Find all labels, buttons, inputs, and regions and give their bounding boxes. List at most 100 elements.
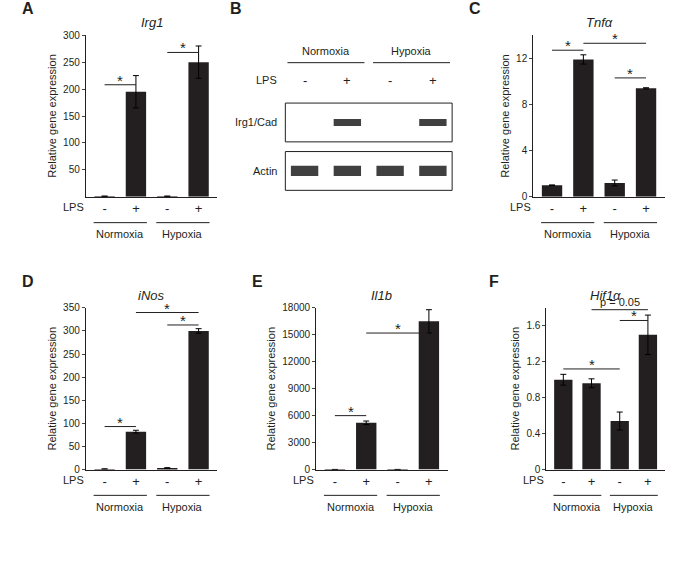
svg-text:0.8: 0.8	[526, 392, 540, 403]
svg-text:p = 0.05: p = 0.05	[600, 296, 640, 308]
svg-text:LPS: LPS	[63, 201, 84, 213]
svg-text:-: -	[303, 73, 307, 88]
svg-text:*: *	[565, 37, 571, 54]
svg-text:LPS: LPS	[510, 201, 531, 213]
svg-text:*: *	[117, 414, 123, 431]
svg-text:Normoxia: Normoxia	[544, 228, 592, 240]
svg-text:150: 150	[63, 395, 80, 406]
svg-text:Normoxia: Normoxia	[96, 501, 144, 513]
svg-text:4: 4	[522, 145, 528, 156]
svg-text:*: *	[612, 30, 618, 47]
svg-text:0.4: 0.4	[526, 428, 540, 439]
svg-text:Normoxia: Normoxia	[96, 228, 144, 240]
svg-text:-: -	[388, 73, 392, 88]
svg-text:iNos: iNos	[138, 288, 165, 303]
svg-text:+: +	[195, 474, 203, 489]
svg-text:Relative gene expression: Relative gene expression	[499, 54, 511, 178]
svg-text:+: +	[132, 474, 140, 489]
svg-text:+: +	[362, 474, 370, 489]
svg-text:15000: 15000	[282, 329, 310, 340]
svg-text:*: *	[180, 39, 186, 56]
svg-text:250: 250	[63, 57, 80, 68]
svg-text:100: 100	[63, 418, 80, 429]
svg-text:6000: 6000	[288, 410, 311, 421]
svg-text:-: -	[561, 474, 565, 489]
svg-text:Relative gene expression: Relative gene expression	[46, 54, 58, 178]
svg-text:+: +	[343, 73, 351, 88]
svg-text:1.2: 1.2	[526, 356, 540, 367]
svg-text:*: *	[631, 307, 637, 324]
svg-text:Relative gene expression: Relative gene expression	[265, 327, 277, 451]
svg-text:Normoxia: Normoxia	[553, 501, 601, 513]
svg-text:100: 100	[63, 137, 80, 148]
svg-text:Hypoxia: Hypoxia	[610, 228, 651, 240]
svg-text:0: 0	[74, 464, 80, 475]
svg-text:Il1b: Il1b	[371, 288, 392, 303]
svg-text:+: +	[195, 201, 203, 216]
svg-text:-: -	[333, 474, 337, 489]
svg-text:F: F	[489, 273, 499, 290]
svg-text:-: -	[102, 201, 106, 216]
svg-text:+: +	[580, 201, 588, 216]
svg-text:300: 300	[63, 325, 80, 336]
svg-text:Tnfα: Tnfα	[586, 15, 613, 30]
svg-text:12000: 12000	[282, 356, 310, 367]
svg-text:*: *	[589, 356, 595, 373]
svg-text:-: -	[165, 474, 169, 489]
svg-text:Hypoxia: Hypoxia	[162, 501, 203, 513]
svg-text:0: 0	[522, 191, 528, 202]
svg-text:150: 150	[63, 111, 80, 122]
svg-text:-: -	[395, 474, 399, 489]
svg-text:+: +	[644, 474, 652, 489]
svg-text:A: A	[22, 0, 34, 17]
svg-text:0: 0	[305, 464, 311, 475]
svg-text:LPS: LPS	[256, 74, 277, 86]
svg-text:12: 12	[516, 53, 528, 64]
svg-text:-: -	[618, 474, 622, 489]
svg-text:Normoxia: Normoxia	[302, 45, 350, 57]
svg-text:8: 8	[522, 99, 528, 110]
svg-text:250: 250	[63, 349, 80, 360]
svg-text:*: *	[117, 72, 123, 89]
svg-text:+: +	[425, 474, 433, 489]
svg-text:Relative gene expression: Relative gene expression	[46, 327, 58, 451]
svg-text:200: 200	[63, 84, 80, 95]
svg-text:*: *	[395, 320, 401, 337]
svg-text:50: 50	[69, 164, 81, 175]
svg-text:9000: 9000	[288, 383, 311, 394]
svg-text:Relative gene expression: Relative gene expression	[509, 327, 521, 451]
svg-text:LPS: LPS	[63, 474, 84, 486]
svg-text:*: *	[180, 312, 186, 329]
svg-text:-: -	[613, 201, 617, 216]
svg-text:Irg1/Cad: Irg1/Cad	[235, 116, 277, 128]
svg-text:-: -	[165, 201, 169, 216]
svg-text:Hypoxia: Hypoxia	[613, 501, 654, 513]
svg-text:Actin: Actin	[253, 165, 277, 177]
svg-text:0: 0	[535, 464, 541, 475]
svg-text:LPS: LPS	[293, 474, 314, 486]
svg-text:B: B	[230, 0, 242, 17]
svg-text:Hypoxia: Hypoxia	[391, 45, 432, 57]
svg-text:200: 200	[63, 372, 80, 383]
svg-text:+: +	[642, 201, 650, 216]
svg-text:3000: 3000	[288, 437, 311, 448]
svg-text:350: 350	[63, 302, 80, 313]
svg-text:LPS: LPS	[523, 474, 544, 486]
svg-text:+: +	[588, 474, 596, 489]
svg-text:*: *	[627, 65, 633, 82]
svg-text:Hypoxia: Hypoxia	[162, 228, 203, 240]
svg-text:E: E	[252, 273, 263, 290]
svg-text:+: +	[429, 73, 437, 88]
svg-text:*: *	[164, 300, 170, 317]
svg-text:50: 50	[69, 441, 81, 452]
svg-text:18000: 18000	[282, 302, 310, 313]
svg-text:D: D	[22, 273, 34, 290]
svg-text:-: -	[102, 474, 106, 489]
svg-text:1.6: 1.6	[526, 320, 540, 331]
svg-text:C: C	[469, 0, 481, 17]
svg-text:-: -	[550, 201, 554, 216]
svg-text:Normoxia: Normoxia	[327, 501, 375, 513]
svg-text:+: +	[132, 201, 140, 216]
svg-text:Hypoxia: Hypoxia	[393, 501, 434, 513]
svg-text:Hif1α: Hif1α	[590, 288, 621, 303]
